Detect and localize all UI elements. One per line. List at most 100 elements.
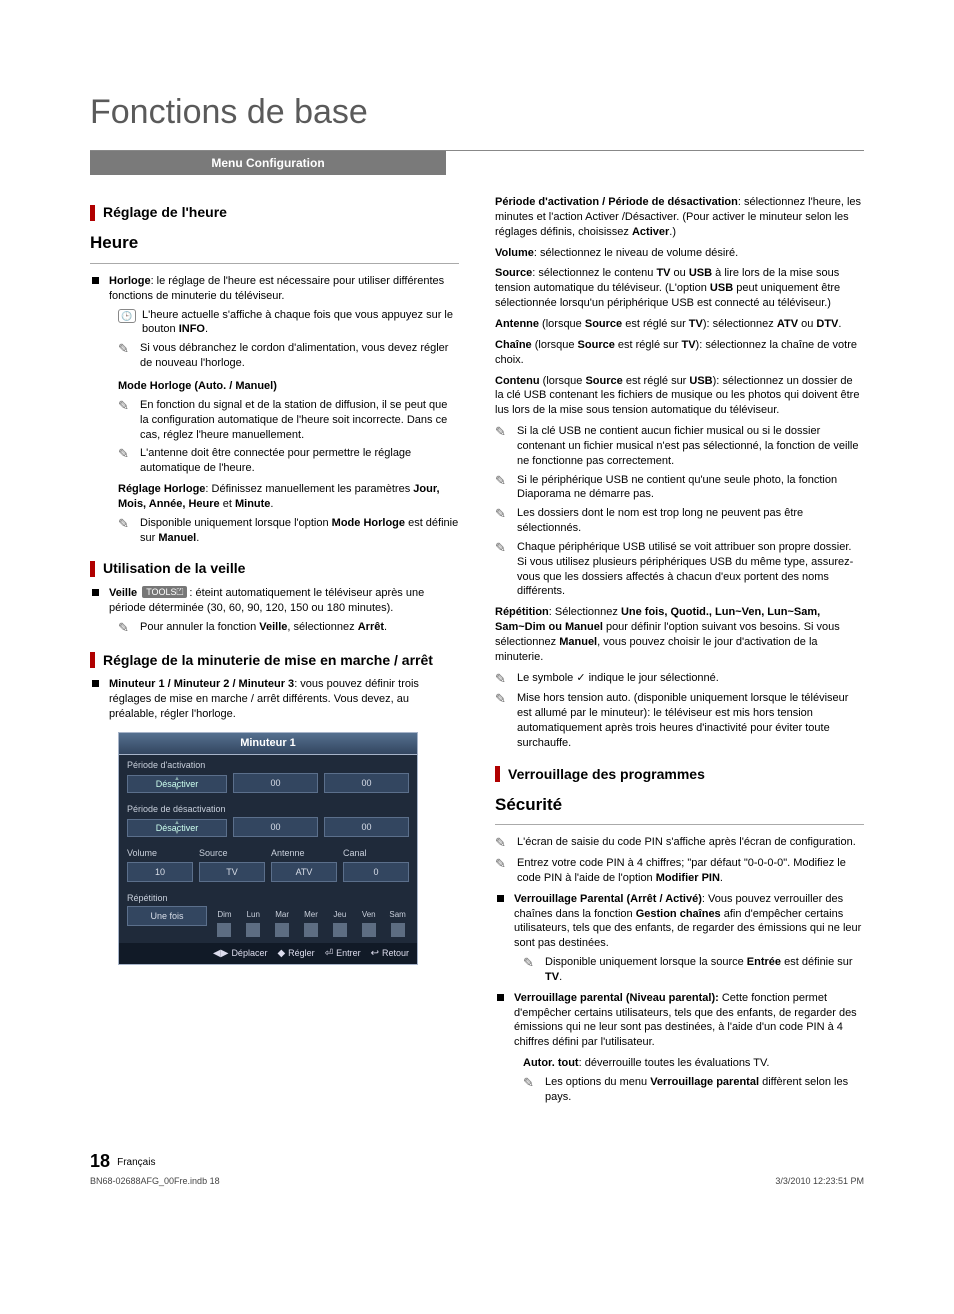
label: Verrouillage Parental (Arrêt / Activé) (514, 893, 702, 905)
bullet-text: Verrouillage Parental (Arrêt / Activé): … (514, 892, 864, 951)
section-heading: Verrouillage des programmes (495, 765, 864, 784)
day-label: Jeu (333, 910, 346, 919)
timer-vsac-section: Volume 10 Source TV Antenne ATV Canal 0 (119, 843, 417, 887)
day-checkbox[interactable] (217, 923, 231, 937)
content-columns: Réglage de l'heure Heure Horloge: le rég… (90, 189, 864, 1109)
note-row: ✎Chaque périphérique USB utilisé se voit… (495, 540, 864, 599)
text: Pour annuler la fonction (140, 621, 259, 633)
repeat-value[interactable]: Une fois (127, 906, 207, 926)
note-row: ✎ En fonction du signal et de la station… (118, 398, 459, 443)
label: Répétition (127, 892, 409, 904)
timer-panel: Minuteur 1 Période d'activation Désactiv… (118, 732, 418, 965)
day-label: Dim (217, 910, 231, 919)
text: : sélectionnez le niveau de volume désir… (534, 247, 738, 259)
note-text: L'écran de saisie du code PIN s'affiche … (517, 835, 864, 852)
label: Entrée (747, 956, 781, 968)
text: Disponible uniquement lorsque la source (545, 956, 747, 968)
day-checkbox[interactable] (391, 923, 405, 937)
day-label: Lun (247, 910, 260, 919)
volume-value[interactable]: 10 (127, 862, 193, 882)
text: , sélectionnez (287, 621, 357, 633)
text: : sélectionnez le contenu (532, 267, 656, 279)
day-checkbox[interactable] (246, 923, 260, 937)
subhead-heure: Heure (90, 232, 459, 255)
paragraph: Contenu (lorsque Source est réglé sur US… (495, 374, 864, 419)
antenne-value[interactable]: ATV (271, 862, 337, 882)
deactivation-hour[interactable]: 00 (233, 817, 318, 837)
note-icon: ✎ (495, 539, 511, 599)
label: Source (199, 847, 265, 859)
deactivation-mode-spinner[interactable]: Désactiver (127, 819, 227, 837)
print-footer: BN68-02688AFG_00Fre.indb 18 3/3/2010 12:… (90, 1175, 864, 1187)
page-title: Fonctions de base (90, 90, 864, 136)
canal-value[interactable]: 0 (343, 862, 409, 882)
leftright-icon: ◀▶ (213, 947, 228, 961)
source-value[interactable]: TV (199, 862, 265, 882)
timer-activation-section: Période d'activation Désactiver 00 00 (119, 755, 417, 799)
day-ven[interactable]: Ven (357, 910, 380, 937)
activation-mode-spinner[interactable]: Désactiver (127, 775, 227, 793)
label: Verrouillage parental (650, 1076, 759, 1088)
day-checkbox[interactable] (304, 923, 318, 937)
clock-icon: 🕒 (118, 309, 136, 323)
note-row: ✎Le symbole ✓ indique le jour sélectionn… (495, 671, 864, 688)
deactivation-min[interactable]: 00 (324, 817, 409, 837)
day-lun[interactable]: Lun (242, 910, 265, 937)
label: Antenne (271, 847, 337, 859)
section-title: Réglage de la minuterie de mise en march… (103, 651, 433, 670)
day-mer[interactable]: Mer (300, 910, 323, 937)
label: USB (689, 375, 712, 387)
label: Entrer (336, 947, 361, 959)
move-hint: ◀▶Déplacer (213, 947, 267, 961)
note-icon: ✎ (118, 340, 134, 371)
day-mar[interactable]: Mar (271, 910, 294, 937)
enter-hint: ⏎Entrer (325, 947, 361, 961)
adjust-hint: ◆Régler (277, 947, 314, 961)
text: (lorsque (540, 375, 586, 387)
day-checkbox[interactable] (275, 923, 289, 937)
note-icon: ✎ (118, 515, 134, 546)
page-number: 18 (90, 1151, 110, 1171)
timer-footer: ◀▶Déplacer ◆Régler ⏎Entrer ↩Retour (119, 943, 417, 965)
mode-horloge-heading: Mode Horloge (Auto. / Manuel) (118, 379, 459, 394)
section-heading: Réglage de l'heure (90, 203, 459, 222)
activation-hour[interactable]: 00 (233, 773, 318, 793)
text: est réglé sur (615, 339, 682, 351)
page-lang: Français (117, 1157, 155, 1168)
red-bar-icon (90, 561, 95, 577)
note-row: ✎Entrez votre code PIN à 4 chiffres; "pa… (495, 856, 864, 886)
text: ou (671, 267, 689, 279)
label: Source (585, 318, 622, 330)
enter-icon: ⏎ (325, 947, 333, 961)
bullet-text: Verrouillage parental (Niveau parental):… (514, 991, 864, 1050)
day-checkbox[interactable] (333, 923, 347, 937)
tools-badge: TOOLS⏍ (142, 586, 187, 598)
text: et (220, 498, 235, 510)
label: Volume (127, 847, 193, 859)
label: Contenu (495, 375, 540, 387)
info-row: 🕒 L'heure actuelle s'affiche à chaque fo… (118, 308, 459, 338)
day-sam[interactable]: Sam (386, 910, 409, 937)
day-checkbox[interactable] (362, 923, 376, 937)
note-text: Chaque périphérique USB utilisé se voit … (517, 540, 864, 599)
note-text: Si le périphérique USB ne contient qu'un… (517, 473, 864, 503)
text: .) (669, 226, 676, 238)
note-row: ✎Si la clé USB ne contient aucun fichier… (495, 424, 864, 469)
note-icon: ✎ (495, 834, 511, 852)
label: ATV (777, 318, 798, 330)
red-bar-icon (90, 652, 95, 668)
note-row: ✎ Disponible uniquement lorsque l'option… (118, 516, 459, 546)
day-jeu[interactable]: Jeu (328, 910, 351, 937)
label: TV (656, 267, 670, 279)
label: Canal (343, 847, 409, 859)
paragraph: Source: sélectionnez le contenu TV ou US… (495, 266, 864, 311)
label: Volume (495, 247, 534, 259)
days-row: Dim Lun Mar Mer Jeu Ven Sam (213, 910, 409, 937)
day-dim[interactable]: Dim (213, 910, 236, 937)
text: (lorsque (532, 339, 578, 351)
label: Minute (235, 498, 270, 510)
activation-min[interactable]: 00 (324, 773, 409, 793)
right-column: Période d'activation / Période de désact… (495, 189, 864, 1109)
bullet-text: Minuteur 1 / Minuteur 2 / Minuteur 3: vo… (109, 677, 459, 722)
note-text: Disponible uniquement lorsque l'option M… (140, 516, 459, 546)
